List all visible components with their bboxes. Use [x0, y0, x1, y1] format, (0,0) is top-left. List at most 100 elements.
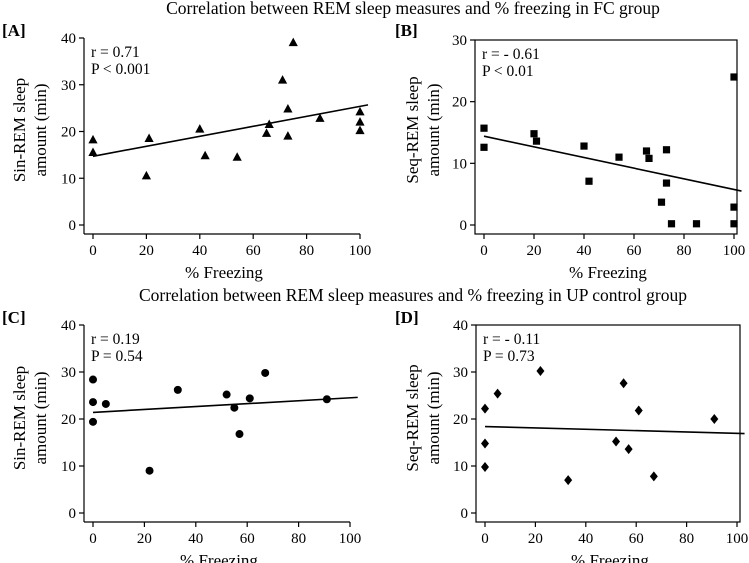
data-point [89, 417, 97, 426]
x-tick-label: 0 [89, 243, 97, 259]
data-point [283, 131, 293, 140]
x-tick-label: 100 [726, 531, 749, 547]
panel-label: [D] [395, 308, 419, 327]
y-axis-label-line: amount (min) [424, 83, 443, 176]
y-tick-label: 0 [69, 218, 77, 234]
data-point [245, 394, 254, 403]
y-axis-label: Sin-REM sleep amount (min) [10, 366, 50, 470]
data-point [642, 147, 651, 155]
data-point [532, 137, 541, 145]
data-point [145, 466, 154, 475]
y-tick-label: 30 [453, 365, 468, 381]
panel-c: 0 10 20 30 40 0 20 40 60 80 100 % Freezing Sin-REM s… [2, 308, 361, 563]
x-tick-label: 0 [481, 531, 489, 547]
x-tick-label: 40 [188, 531, 203, 547]
panel-b: 0 10 20 30 0 20 40 60 80 100 % Freezing Seq-REM sle… [395, 21, 745, 282]
y-tick-label: 30 [452, 33, 467, 49]
data-point [667, 220, 676, 228]
correlation-p-value: P < 0.001 [91, 61, 150, 78]
x-tick-label: 20 [139, 243, 154, 259]
x-tick-label: 60 [240, 531, 255, 547]
y-tick-label: 0 [69, 506, 77, 522]
data-point [173, 385, 182, 394]
data-point [88, 134, 98, 144]
panel-a: 0 10 20 30 40 0 20 40 60 80 100 % Freezing Sin-REM s… [2, 21, 371, 282]
x-tick-label: 0 [480, 243, 488, 259]
data-point [322, 395, 331, 404]
x-tick-label: 20 [528, 531, 543, 547]
plot-frame [475, 324, 741, 523]
y-tick-label: 30 [61, 78, 76, 94]
data-point [222, 390, 231, 399]
x-tick-label: 20 [137, 531, 152, 547]
data-point [730, 203, 738, 211]
x-tick-label: 80 [299, 243, 314, 259]
data-point [288, 37, 298, 47]
x-tick-label: 100 [349, 243, 372, 259]
x-axis-label: % Freezing [180, 551, 258, 563]
data-point [89, 398, 97, 407]
y-axis-label: Sin-REM sleep amount (min) [10, 78, 50, 182]
regression-line [483, 135, 742, 192]
data-point [692, 220, 701, 228]
y-tick-label: 20 [453, 412, 468, 428]
correlation-r-value: r = 0.71 [91, 44, 140, 61]
x-tick-label: 60 [629, 531, 644, 547]
data-point [480, 143, 488, 151]
data-point [144, 133, 154, 143]
correlation-r-value: r = - 0.61 [482, 46, 540, 63]
correlation-r-value: r = - 0.11 [483, 331, 540, 348]
y-tick-label: 10 [452, 156, 467, 172]
data-point [315, 113, 325, 122]
regression-line [484, 425, 745, 435]
data-point [481, 403, 489, 414]
x-tick-label: 80 [679, 531, 694, 547]
data-point [232, 152, 242, 161]
data-point [355, 125, 365, 135]
x-tick-label: 20 [527, 243, 542, 259]
data-point [619, 378, 628, 389]
y-axis-label: Seq-REM sleep amount (min) [403, 76, 443, 183]
data-point [530, 130, 538, 138]
data-point [200, 150, 210, 160]
data-point [277, 75, 288, 84]
x-tick-label: 60 [627, 243, 642, 259]
fc-group-heading: Correlation between REM sleep measures a… [166, 0, 660, 18]
y-tick-label: 10 [453, 459, 468, 475]
data-point [634, 405, 643, 416]
panel-label: [C] [2, 308, 26, 327]
regression-line [92, 104, 369, 158]
y-tick-label: 20 [61, 125, 76, 141]
x-tick-label: 100 [723, 243, 746, 259]
x-tick-label: 40 [577, 243, 592, 259]
correlation-p-value: P = 0.73 [483, 348, 535, 365]
data-point [355, 117, 365, 126]
y-tick-label: 0 [461, 506, 469, 522]
panel-label: [B] [395, 21, 418, 40]
data-point [283, 104, 293, 113]
x-tick-label: 100 [339, 531, 362, 547]
y-axis-label-line: amount (min) [424, 371, 443, 464]
panel-d: 0 10 20 30 40 0 20 40 60 80 100 % Freezing Seq-REM s… [395, 308, 748, 563]
correlation-r-value: r = 0.19 [91, 331, 140, 348]
data-point [493, 388, 502, 399]
data-point [480, 124, 488, 132]
y-tick-label: 20 [452, 95, 467, 111]
data-point [88, 147, 98, 157]
data-point [649, 471, 658, 482]
x-tick-label: 80 [291, 531, 306, 547]
data-point [612, 436, 621, 447]
panel-label: [A] [2, 21, 26, 40]
x-tick-label: 80 [677, 243, 692, 259]
x-axis-label: % Freezing [569, 263, 647, 282]
y-tick-label: 10 [61, 459, 76, 475]
data-point [730, 73, 738, 81]
y-axis-label-line: amount (min) [31, 371, 50, 464]
data-point [645, 154, 653, 162]
data-point [710, 414, 719, 424]
data-point [730, 220, 738, 228]
y-axis-label-line: amount (min) [31, 83, 50, 176]
data-point [261, 128, 272, 137]
data-point [624, 444, 633, 455]
